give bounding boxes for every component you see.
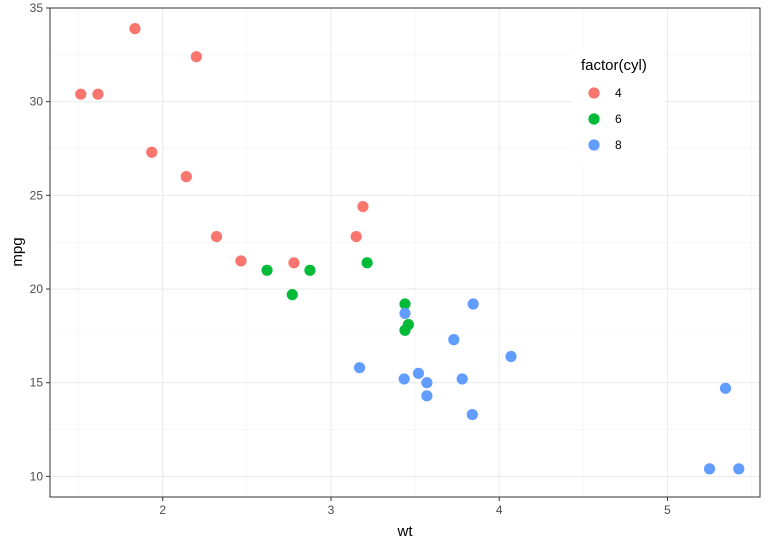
x-tick-label: 4 bbox=[496, 503, 503, 517]
legend-key-cyl-8 bbox=[588, 139, 600, 151]
point-cyl-8 bbox=[448, 334, 460, 346]
legend-key-cyl-6 bbox=[588, 113, 600, 125]
point-cyl-4 bbox=[210, 230, 223, 243]
point-cyl-6 bbox=[399, 298, 411, 310]
legend-label-cyl-8: 8 bbox=[615, 138, 622, 152]
point-cyl-6 bbox=[286, 289, 298, 301]
point-cyl-8 bbox=[399, 307, 411, 319]
point-cyl-8 bbox=[398, 373, 410, 385]
point-cyl-6 bbox=[399, 324, 411, 336]
x-tick-label: 3 bbox=[328, 503, 335, 517]
point-cyl-4 bbox=[180, 171, 192, 183]
point-cyl-8 bbox=[456, 373, 468, 385]
legend-items: 4 6 8 bbox=[588, 86, 622, 152]
point-cyl-4 bbox=[92, 88, 104, 100]
point-cyl-4 bbox=[129, 23, 141, 35]
y-tick-label: 10 bbox=[30, 469, 44, 483]
point-cyl-8 bbox=[421, 390, 433, 402]
point-cyl-4 bbox=[288, 257, 300, 269]
point-cyl-8 bbox=[421, 377, 433, 389]
point-cyl-8 bbox=[733, 463, 745, 475]
legend-key-cyl-4 bbox=[588, 87, 600, 99]
point-cyl-4 bbox=[190, 51, 202, 63]
legend-label-cyl-6: 6 bbox=[615, 112, 622, 126]
point-cyl-8 bbox=[719, 382, 732, 394]
point-cyl-4 bbox=[357, 200, 369, 213]
y-axis: 10 15 20 25 30 35 bbox=[30, 1, 50, 483]
point-cyl-4 bbox=[146, 146, 158, 158]
point-cyl-4 bbox=[75, 88, 87, 100]
point-cyl-8 bbox=[703, 463, 716, 475]
point-cyl-6 bbox=[304, 264, 316, 276]
legend-label-cyl-4: 4 bbox=[615, 86, 622, 100]
point-cyl-6 bbox=[361, 257, 373, 269]
y-tick-label: 35 bbox=[30, 1, 44, 15]
point-cyl-8 bbox=[353, 362, 366, 374]
data-points bbox=[75, 23, 745, 475]
x-tick-label: 5 bbox=[664, 503, 671, 517]
x-axis: 2 3 4 5 bbox=[159, 497, 671, 517]
y-tick-label: 15 bbox=[30, 376, 44, 390]
y-tick-label: 30 bbox=[30, 95, 44, 109]
point-cyl-8 bbox=[412, 367, 425, 379]
point-cyl-4 bbox=[235, 255, 247, 267]
point-cyl-4 bbox=[350, 230, 362, 243]
plot-border bbox=[49, 7, 761, 498]
y-tick-label: 20 bbox=[30, 282, 44, 296]
y-axis-title: mpg bbox=[9, 237, 26, 266]
x-axis-title: wt bbox=[397, 523, 414, 540]
point-cyl-8 bbox=[505, 350, 517, 363]
legend: factor(cyl) 4 6 8 bbox=[572, 46, 664, 166]
point-cyl-8 bbox=[467, 298, 479, 310]
y-tick-label: 25 bbox=[30, 188, 44, 202]
point-cyl-6 bbox=[261, 264, 273, 276]
x-tick-label: 2 bbox=[159, 503, 166, 517]
point-cyl-8 bbox=[466, 408, 478, 421]
legend-background bbox=[572, 46, 664, 166]
legend-title: factor(cyl) bbox=[581, 57, 647, 74]
